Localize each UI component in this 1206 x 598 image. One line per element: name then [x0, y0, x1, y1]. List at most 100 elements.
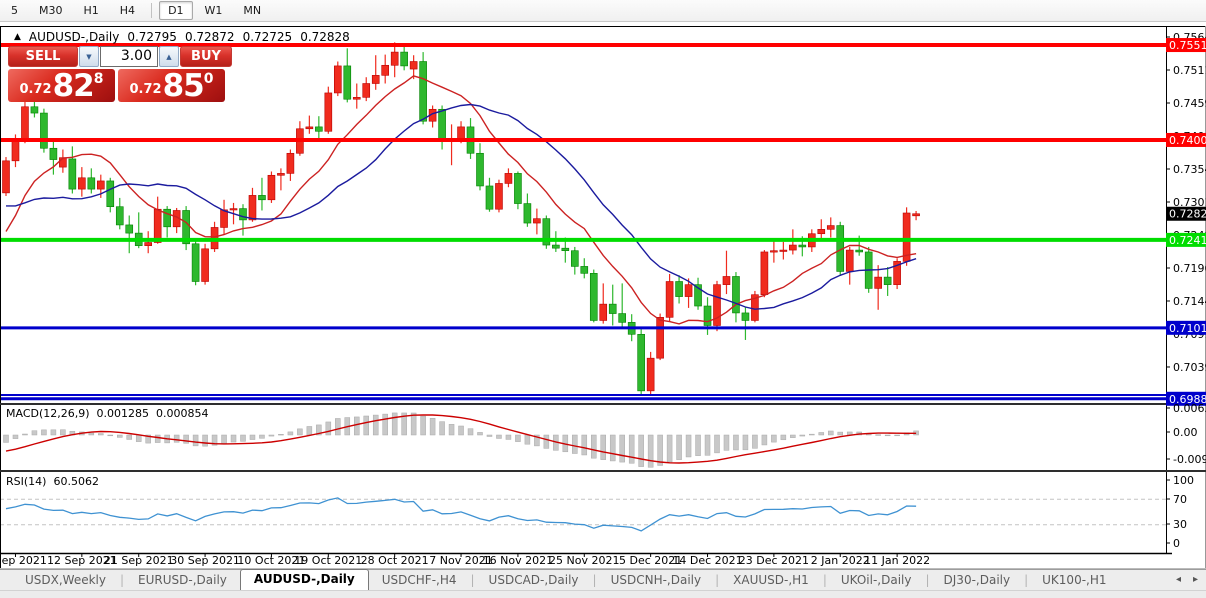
chart-tab-audusd-daily[interactable]: AUDUSD-,Daily — [239, 569, 369, 590]
rsi-indicator-label: RSI(14) 60.5062 — [6, 475, 99, 488]
tab-scroll-right-icon[interactable]: ▸ — [1192, 574, 1198, 585]
timeframe-D1[interactable]: D1 — [159, 1, 193, 20]
sell-price-prefix: 0.72 — [19, 82, 52, 97]
sell-price-display[interactable]: 0.72 82 8 — [8, 69, 115, 102]
tab-separator: | — [925, 573, 930, 587]
sell-price-big: 82 — [52, 68, 95, 104]
volume-decrease-button[interactable]: ▼ — [79, 46, 99, 67]
svg-text:0.72412: 0.72412 — [1169, 234, 1206, 247]
svg-text:0.74002: 0.74002 — [1169, 134, 1206, 147]
ohlc-low: 0.72725 — [242, 30, 293, 44]
svg-text:30 Sep 2021: 30 Sep 2021 — [170, 554, 240, 567]
ohlc-close: 0.72828 — [300, 30, 350, 44]
chart-tab-usdcnh-daily[interactable]: USDCNH-,Daily — [610, 573, 702, 587]
tab-separator: | — [470, 573, 475, 587]
svg-text:0.69884: 0.69884 — [1169, 393, 1206, 406]
price-axis: 0.756400.751150.745900.740650.735400.730… — [1166, 31, 1206, 407]
svg-text:23 Dec 2021: 23 Dec 2021 — [739, 554, 809, 567]
svg-text:70: 70 — [1173, 493, 1187, 506]
svg-text:25 Nov 2021: 25 Nov 2021 — [549, 554, 619, 567]
svg-text:0.70390: 0.70390 — [1173, 361, 1206, 374]
rsi-line — [5, 497, 917, 532]
timeframe-toolbar: 5 M30 H1 H4 D1 W1 MN — [0, 0, 1206, 22]
svg-text:16 Nov 2021: 16 Nov 2021 — [483, 554, 553, 567]
svg-text:30: 30 — [1173, 518, 1187, 531]
chart-tab-uk100-h1[interactable]: UK100-,H1 — [1042, 573, 1107, 587]
svg-text:10 Oct 2021: 10 Oct 2021 — [237, 554, 305, 567]
svg-text:0.71965: 0.71965 — [1173, 262, 1206, 275]
chart-tab-xauusd-h1[interactable]: XAUUSD-,H1 — [733, 573, 809, 587]
svg-text:0.73015: 0.73015 — [1173, 196, 1206, 209]
ma-10-line — [5, 75, 917, 325]
buy-price-prefix: 0.72 — [129, 82, 162, 97]
tab-separator: | — [592, 573, 597, 587]
buy-price-big: 85 — [162, 68, 205, 104]
chart-tab-usdx-weekly[interactable]: USDX,Weekly — [25, 573, 106, 587]
chart-title: ▲ AUDUSD-,Daily 0.72795 0.72872 0.72725 … — [14, 30, 350, 44]
svg-text:0.71013: 0.71013 — [1169, 322, 1206, 335]
svg-text:28 Oct 2021: 28 Oct 2021 — [361, 554, 429, 567]
macd-main-value: 0.001285 — [96, 407, 150, 420]
svg-text:0.00: 0.00 — [1173, 426, 1198, 439]
svg-text:5 Dec 2021: 5 Dec 2021 — [619, 554, 682, 567]
timeframe-H1[interactable]: H1 — [83, 4, 99, 17]
chart-tab-usdcad-daily[interactable]: USDCAD-,Daily — [488, 573, 579, 587]
timeframe-W1[interactable]: W1 — [204, 4, 223, 17]
svg-text:0.006201: 0.006201 — [1173, 402, 1206, 415]
chart-tab-usdchf-h4[interactable]: USDCHF-,H4 — [381, 573, 457, 587]
svg-text:0.75512: 0.75512 — [1169, 39, 1206, 52]
ohlc-open: 0.72795 — [127, 30, 177, 44]
svg-text:-0.00919: -0.00919 — [1173, 453, 1206, 466]
sell-price-pip: 8 — [93, 71, 104, 87]
tab-scroll-arrows: ◂ ▸ — [1176, 574, 1198, 585]
svg-text:21 Sep 2021: 21 Sep 2021 — [104, 554, 174, 567]
macd-name: MACD(12,26,9) — [6, 407, 90, 420]
svg-text:0: 0 — [1173, 537, 1180, 550]
ma-20-line — [6, 103, 917, 310]
tab-separator: | — [715, 573, 720, 587]
svg-text:7 Nov 2021: 7 Nov 2021 — [429, 554, 492, 567]
timeframe-H4[interactable]: H4 — [119, 4, 136, 17]
macd-signal-value: 0.000854 — [156, 407, 209, 420]
svg-text:0.72828: 0.72828 — [1169, 208, 1206, 221]
volume-increase-button[interactable]: ▲ — [159, 46, 179, 67]
svg-text:12 Sep 2021: 12 Sep 2021 — [47, 554, 117, 567]
buy-button[interactable]: BUY — [180, 46, 232, 67]
chart-tab-eurusd-daily[interactable]: EURUSD-,Daily — [138, 573, 227, 587]
status-strip — [0, 590, 1206, 598]
ohlc-high: 0.72872 — [184, 30, 235, 44]
rsi-value: 60.5062 — [53, 475, 99, 488]
svg-text:11 Jan 2022: 11 Jan 2022 — [864, 554, 930, 567]
timeframe-MN[interactable]: MN — [243, 4, 262, 17]
svg-text:0.74590: 0.74590 — [1173, 97, 1206, 110]
rsi-name: RSI(14) — [6, 475, 47, 488]
volume-input[interactable]: 3.00 — [100, 46, 158, 67]
svg-text:0.75115: 0.75115 — [1173, 64, 1206, 77]
tab-separator: | — [1024, 573, 1029, 587]
horizontal-lines[interactable] — [0, 43, 1166, 401]
symbol-label: AUDUSD-,Daily — [28, 30, 120, 44]
tab-scroll-left-icon[interactable]: ◂ — [1175, 574, 1181, 585]
tab-separator: | — [822, 573, 827, 587]
chart-tab-dj30-daily[interactable]: DJ30-,Daily — [943, 573, 1011, 587]
svg-text:0.71440: 0.71440 — [1173, 295, 1206, 308]
chart-tab-bar: USDX,Weekly | EURUSD-,Daily AUDUSD-,Daily US… — [0, 569, 1206, 590]
svg-text:100: 100 — [1173, 474, 1194, 487]
svg-text:0.73540: 0.73540 — [1173, 163, 1206, 176]
sell-button[interactable]: SELL — [8, 46, 78, 67]
buy-price-pip: 0 — [203, 71, 214, 87]
toolbar-separator — [151, 3, 153, 18]
chart-tab-ukoil-daily[interactable]: UKOil-,Daily — [840, 573, 912, 587]
timeframe-5[interactable]: 5 — [11, 4, 18, 17]
svg-text:2 Sep 2021: 2 Sep 2021 — [0, 554, 47, 567]
macd-indicator-label: MACD(12,26,9) 0.001285 0.000854 — [6, 407, 209, 420]
collapse-arrow-icon[interactable]: ▲ — [14, 32, 21, 42]
buy-price-display[interactable]: 0.72 85 0 — [118, 69, 225, 102]
indicator-axes: 0.006201 0.00 -0.00919 100 70 30 0 — [1166, 402, 1206, 550]
tab-separator: | — [120, 573, 125, 587]
svg-text:19 Oct 2021: 19 Oct 2021 — [294, 554, 362, 567]
timeframe-M30[interactable]: M30 — [39, 4, 63, 17]
svg-text:2 Jan 2022: 2 Jan 2022 — [811, 554, 870, 567]
